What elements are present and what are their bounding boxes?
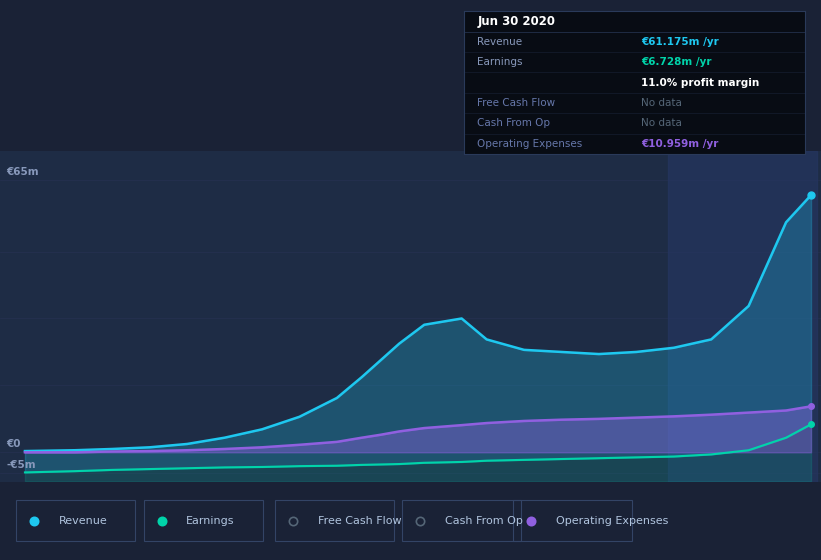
Text: Operating Expenses: Operating Expenses: [556, 516, 668, 526]
Text: €10.959m /yr: €10.959m /yr: [641, 139, 718, 149]
Text: Earnings: Earnings: [478, 57, 523, 67]
Text: -€5m: -€5m: [7, 460, 36, 470]
Text: €61.175m /yr: €61.175m /yr: [641, 37, 719, 47]
Bar: [275, 501, 394, 541]
Text: 11.0% profit margin: 11.0% profit margin: [641, 78, 759, 87]
Text: €6.728m /yr: €6.728m /yr: [641, 57, 712, 67]
Text: €0: €0: [7, 439, 21, 449]
Text: Revenue: Revenue: [59, 516, 108, 526]
Text: Earnings: Earnings: [186, 516, 235, 526]
Bar: [16, 501, 135, 541]
Text: Operating Expenses: Operating Expenses: [478, 139, 583, 149]
Text: Free Cash Flow: Free Cash Flow: [318, 516, 401, 526]
Text: No data: No data: [641, 118, 682, 128]
Bar: [513, 501, 632, 541]
Text: Free Cash Flow: Free Cash Flow: [478, 98, 556, 108]
Text: €65m: €65m: [7, 167, 39, 177]
Text: Cash From Op: Cash From Op: [445, 516, 523, 526]
Text: No data: No data: [641, 98, 682, 108]
Text: Revenue: Revenue: [478, 37, 523, 47]
Text: Cash From Op: Cash From Op: [478, 118, 551, 128]
Text: Jun 30 2020: Jun 30 2020: [478, 15, 556, 28]
Bar: [667, 151, 817, 482]
Bar: [144, 501, 263, 541]
Bar: [402, 501, 521, 541]
